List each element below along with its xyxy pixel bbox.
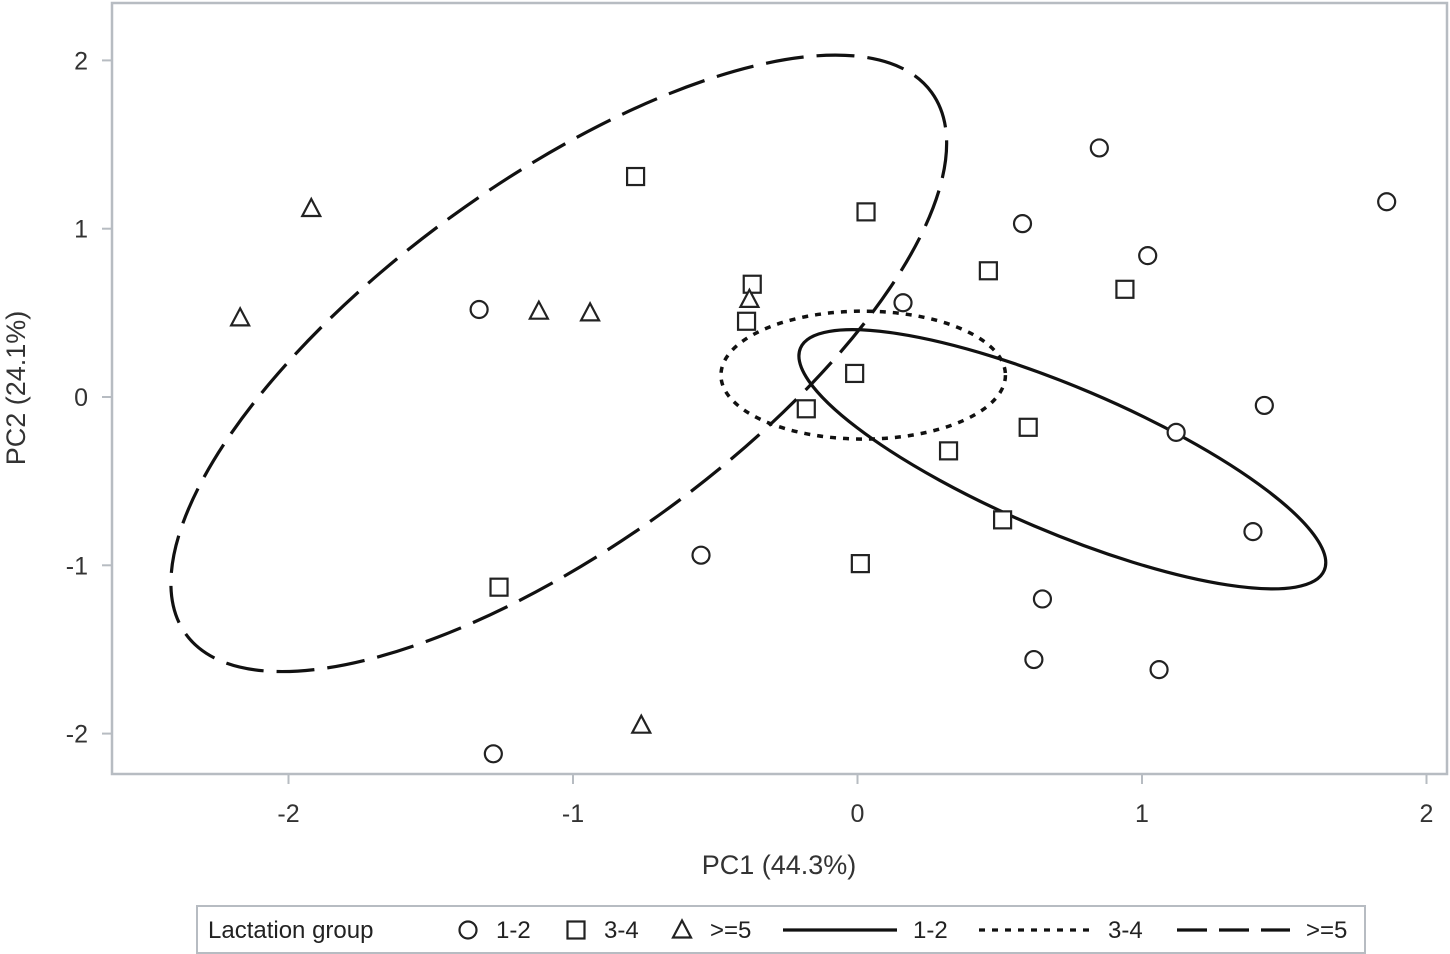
point-circle: [469, 299, 489, 320]
point-circle: [1024, 649, 1044, 670]
legend-symbol-circle: [458, 920, 478, 940]
y-tick-label: 2: [74, 47, 88, 75]
point-circle: [1032, 589, 1053, 609]
ellipse-solid: [797, 328, 1328, 591]
ellipse-layer: [169, 53, 1328, 674]
point-square: [856, 202, 876, 222]
point-square: [625, 166, 646, 187]
legend-label: >=5: [710, 917, 751, 944]
point-triangle: [738, 287, 761, 308]
point-square: [1115, 279, 1135, 299]
point-triangle: [579, 300, 601, 322]
point-circle: [1089, 138, 1109, 158]
legend-label: 1-2: [496, 917, 531, 944]
point-circle: [691, 545, 711, 565]
x-tick-label: -1: [562, 800, 584, 828]
tick-layer: -2 -1 0 1 2 -2 -1 0 1 2: [66, 47, 1434, 828]
point-square: [978, 261, 998, 281]
x-tick-label: -2: [277, 800, 299, 828]
point-circle: [1138, 246, 1158, 266]
point-circle: [1166, 422, 1186, 442]
ellipse-dotted: [719, 309, 1008, 441]
legend-label: >=5: [1306, 917, 1347, 944]
point-square: [489, 577, 509, 597]
point-square: [850, 554, 870, 574]
point-square: [1018, 417, 1038, 437]
point-triangle: [630, 713, 653, 734]
point-triangle: [300, 196, 323, 218]
point-circle: [893, 293, 913, 313]
point-square: [992, 510, 1013, 530]
point-square: [742, 274, 762, 294]
point-circle: [1149, 660, 1169, 680]
point-square: [796, 399, 816, 419]
legend-items: 1-2 3-4 >=5 1-2 3-4 >=5: [458, 917, 1347, 944]
y-tick-label: 1: [74, 216, 88, 244]
legend-label: 3-4: [604, 917, 639, 944]
y-tick-label: -2: [66, 721, 88, 749]
x-tick-label: 2: [1420, 800, 1434, 828]
x-tick-label: 1: [1135, 800, 1149, 828]
point-square: [736, 311, 757, 331]
y-tick-label: 0: [74, 384, 88, 412]
y-axis-title: PC2 (24.1%): [1, 311, 31, 466]
legend-symbol-square: [566, 920, 586, 940]
point-layer: [229, 138, 1397, 764]
point-square: [845, 363, 865, 384]
legend-label: 3-4: [1108, 917, 1143, 944]
point-triangle: [229, 306, 251, 327]
point-triangle: [528, 299, 550, 320]
point-circle: [1254, 395, 1274, 416]
x-tick-label: 0: [851, 800, 865, 828]
x-axis-title: PC1 (44.3%): [702, 850, 857, 880]
legend-box: [196, 905, 1366, 954]
point-circle: [483, 744, 503, 764]
point-circle: [1377, 192, 1397, 212]
legend: Lactation group 1-2 3-4 >=5 1-2 3-4 >=5: [196, 905, 1366, 954]
y-tick-label: -1: [66, 552, 88, 580]
point-circle: [1243, 522, 1263, 542]
legend-label: 1-2: [913, 917, 948, 944]
ellipse-dashed: [169, 53, 949, 674]
legend-title: Lactation group: [208, 917, 373, 944]
point-square: [938, 441, 959, 461]
legend-symbol-triangle: [671, 918, 693, 939]
point-circle: [1012, 214, 1033, 234]
plot-frame: [110, 1, 1449, 776]
